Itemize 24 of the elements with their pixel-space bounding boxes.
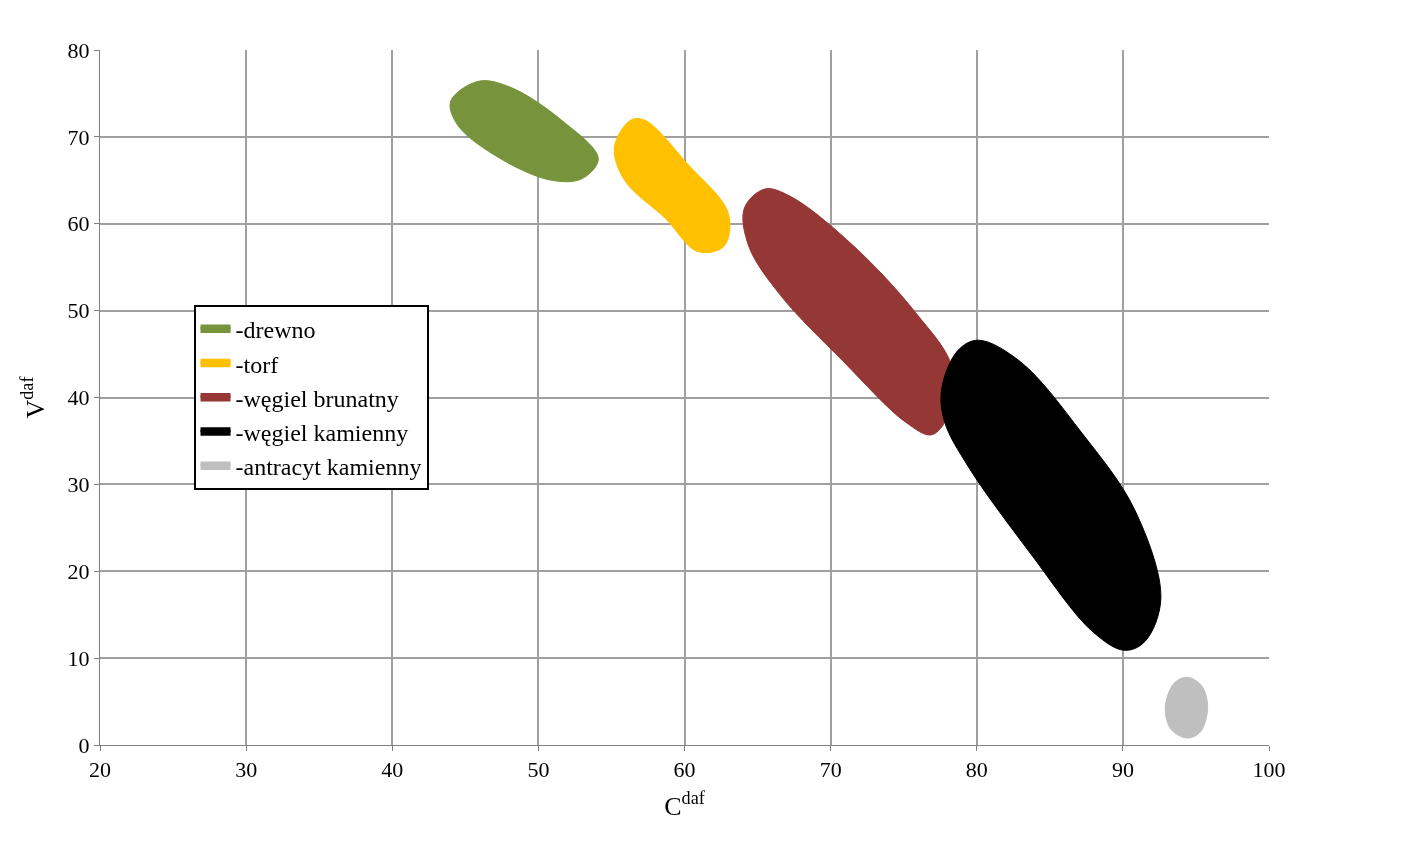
x-tick-label: 50 — [527, 757, 550, 783]
legend-label: -węgiel brunatny — [235, 385, 399, 412]
legend-label: -antracyt kamienny — [235, 454, 422, 481]
x-tick-label: 60 — [673, 757, 696, 783]
legend-label: -torf — [235, 351, 279, 378]
x-tick-label: 70 — [819, 757, 842, 783]
y-tick-label: 60 — [67, 211, 90, 237]
y-tick-label: 70 — [67, 124, 90, 150]
y-tick-label: 20 — [67, 558, 90, 584]
x-tick-label: 80 — [965, 757, 988, 783]
x-tick-label: 30 — [235, 757, 258, 783]
y-tick-label: 0 — [78, 732, 90, 758]
y-tick-label: 40 — [67, 385, 90, 411]
legend-label: -drewno — [235, 317, 316, 344]
x-tick-label: 90 — [1111, 757, 1134, 783]
x-tick-label: 20 — [89, 757, 111, 783]
x-tick-label: 40 — [381, 757, 404, 783]
y-tick-label: 30 — [67, 472, 90, 498]
x-axis-title: C$^{daf}$ — [664, 788, 706, 822]
legend-label: -węgiel kamienny — [235, 420, 409, 447]
y-tick-label: 80 — [67, 37, 90, 63]
y-tick-label: 10 — [67, 645, 90, 671]
x-tick-label: 100 — [1252, 757, 1286, 783]
y-tick-label: 50 — [67, 298, 90, 324]
